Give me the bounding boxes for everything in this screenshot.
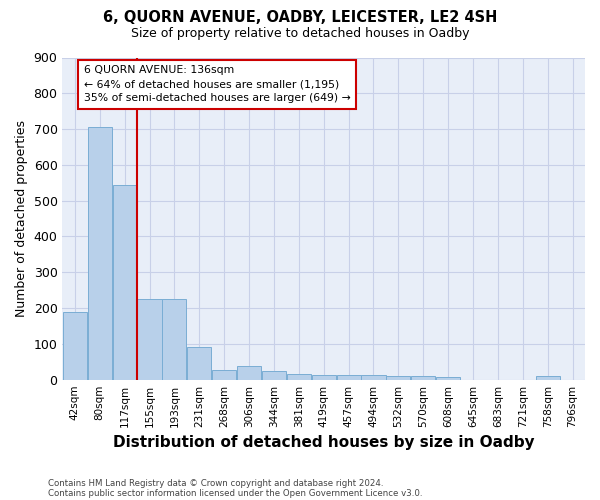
Bar	[187, 347, 211, 380]
Bar	[88, 126, 112, 380]
Bar	[287, 374, 311, 380]
Bar	[137, 300, 161, 380]
Y-axis label: Number of detached properties: Number of detached properties	[15, 120, 28, 317]
Text: Size of property relative to detached houses in Oadby: Size of property relative to detached ho…	[131, 28, 469, 40]
Bar	[311, 375, 336, 380]
Bar	[411, 376, 436, 380]
Bar	[361, 376, 386, 380]
Text: Contains public sector information licensed under the Open Government Licence v3: Contains public sector information licen…	[48, 488, 422, 498]
Bar	[113, 186, 137, 380]
Bar	[63, 312, 87, 380]
Bar	[237, 366, 261, 380]
Bar	[337, 375, 361, 380]
X-axis label: Distribution of detached houses by size in Oadby: Distribution of detached houses by size …	[113, 435, 535, 450]
Bar	[436, 377, 460, 380]
Text: 6, QUORN AVENUE, OADBY, LEICESTER, LE2 4SH: 6, QUORN AVENUE, OADBY, LEICESTER, LE2 4…	[103, 10, 497, 25]
Bar	[163, 300, 187, 380]
Text: 6 QUORN AVENUE: 136sqm
← 64% of detached houses are smaller (1,195)
35% of semi-: 6 QUORN AVENUE: 136sqm ← 64% of detached…	[83, 66, 350, 104]
Bar	[262, 370, 286, 380]
Bar	[386, 376, 410, 380]
Bar	[536, 376, 560, 380]
Text: Contains HM Land Registry data © Crown copyright and database right 2024.: Contains HM Land Registry data © Crown c…	[48, 478, 383, 488]
Bar	[212, 370, 236, 380]
